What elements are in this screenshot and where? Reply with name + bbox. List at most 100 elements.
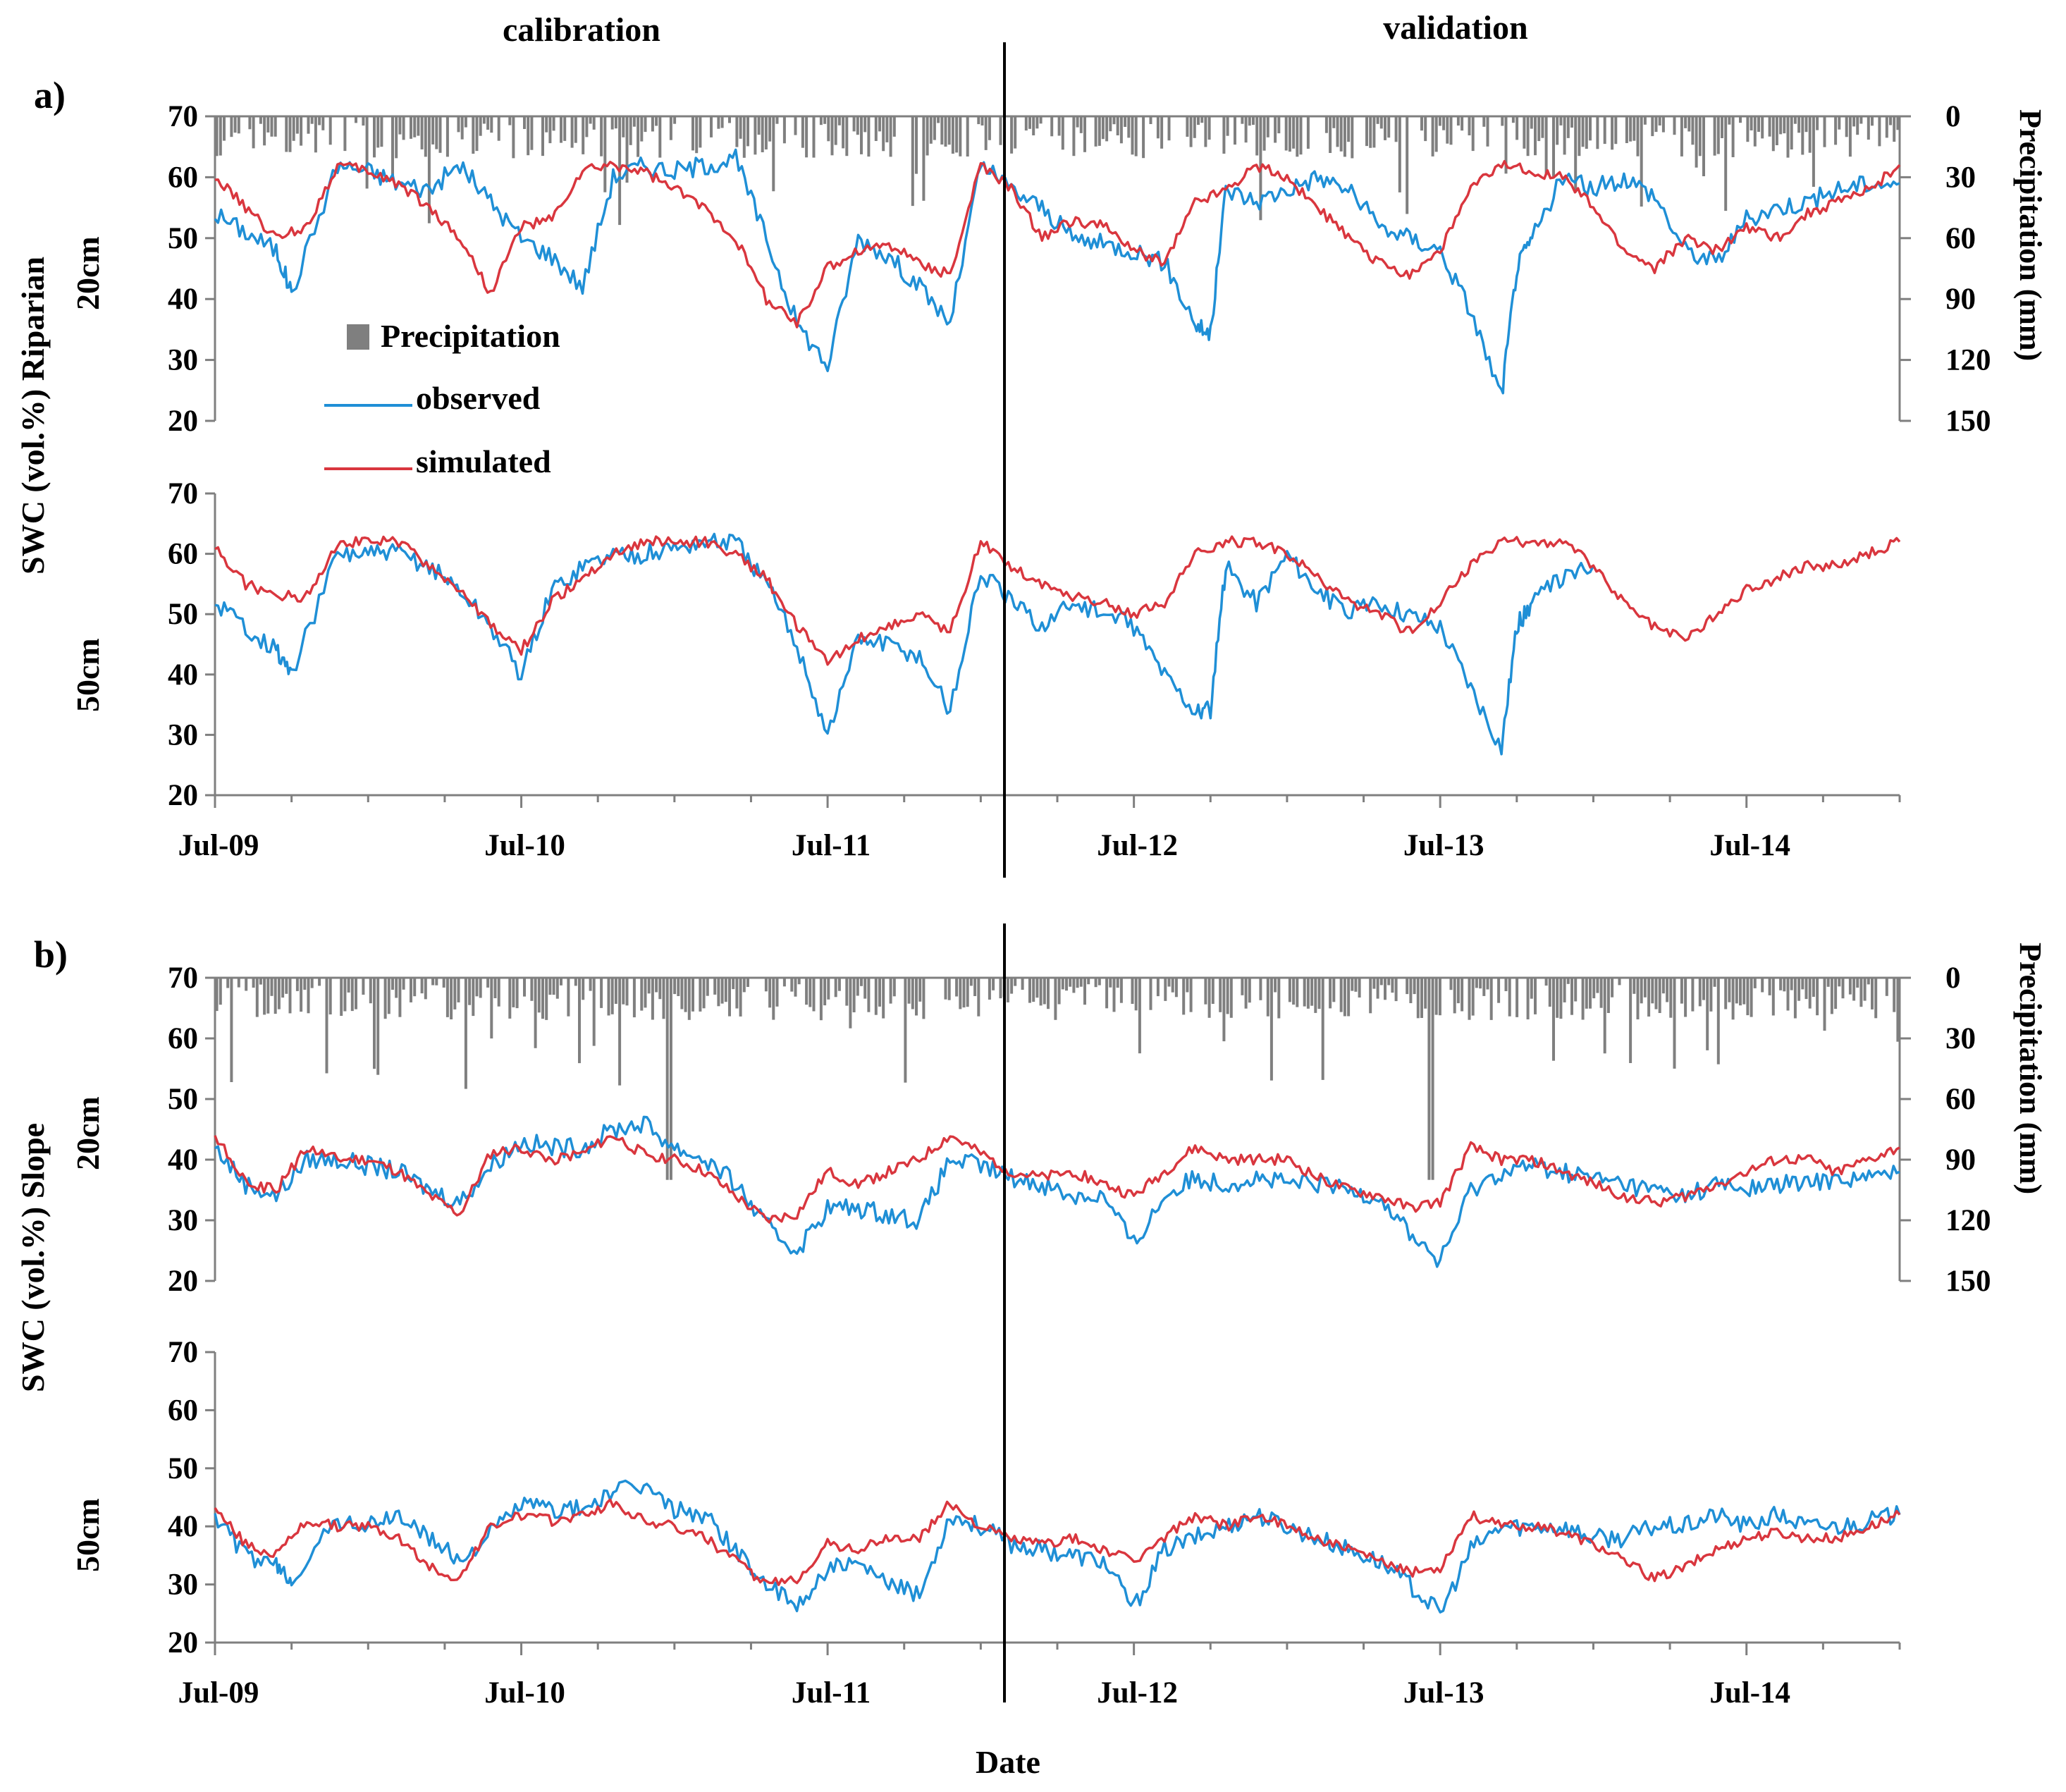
precip-bar bbox=[1606, 978, 1610, 1013]
precip-bar bbox=[318, 116, 321, 125]
precip-bar bbox=[1438, 116, 1441, 126]
precip-bar bbox=[929, 116, 933, 144]
precip-bar bbox=[310, 978, 314, 988]
precip-bar bbox=[1889, 116, 1892, 125]
precip-bar bbox=[1596, 116, 1599, 149]
riparian-20cm-simulated-line bbox=[214, 159, 1901, 329]
precip-bar bbox=[1292, 978, 1296, 1005]
precip-tick-label: 90 bbox=[1945, 283, 1976, 316]
precip-bar bbox=[918, 978, 922, 1002]
precip-bar bbox=[1189, 116, 1193, 147]
x-tick-label: Jul-12 bbox=[1097, 829, 1178, 862]
precip-bar bbox=[395, 978, 398, 998]
precip-bar bbox=[1852, 116, 1856, 127]
precip-bar bbox=[959, 978, 962, 1009]
precip-bar bbox=[1651, 116, 1654, 137]
precip-bar bbox=[300, 978, 303, 1012]
precip-bar bbox=[1142, 116, 1145, 159]
precip-bar bbox=[1566, 978, 1570, 984]
precip-bar bbox=[600, 116, 603, 157]
precip-bar bbox=[1643, 978, 1647, 998]
precip-bar bbox=[413, 116, 417, 137]
precip-bar bbox=[1716, 978, 1720, 1064]
precip-bar bbox=[1563, 978, 1566, 1002]
precip-bar bbox=[622, 978, 625, 1005]
precip-bar bbox=[1387, 116, 1391, 138]
precip-bar bbox=[1739, 978, 1742, 1006]
precip-bar bbox=[395, 116, 398, 159]
legend: Precipitation observed simulated bbox=[324, 318, 560, 479]
precip-bar bbox=[860, 116, 863, 154]
y-tick-label: 70 bbox=[168, 477, 198, 510]
precip-bar bbox=[1336, 116, 1339, 147]
precip-bar bbox=[889, 116, 892, 157]
precip-bar bbox=[1207, 116, 1211, 140]
precip-bar bbox=[281, 978, 285, 998]
y-tick-label: 50 bbox=[168, 598, 198, 631]
precip-bar bbox=[233, 116, 237, 133]
precip-bar bbox=[1731, 978, 1735, 1020]
precip-bar bbox=[1618, 978, 1621, 986]
precip-bar bbox=[1094, 978, 1097, 988]
precip-bar bbox=[1461, 978, 1464, 1012]
panel-b-letter: b) bbox=[34, 933, 68, 976]
precip-bar bbox=[534, 978, 537, 1048]
precip-bar bbox=[1541, 116, 1544, 138]
precip-bar bbox=[578, 978, 581, 1064]
precip-bar bbox=[369, 978, 372, 1004]
precip-bar bbox=[878, 116, 881, 132]
y-tick-label: 30 bbox=[168, 344, 198, 377]
precip-bar bbox=[321, 116, 325, 130]
precip-bar bbox=[1515, 978, 1519, 1017]
precip-bar bbox=[552, 978, 555, 995]
precip-bar bbox=[1266, 116, 1269, 137]
precip-bar bbox=[720, 116, 724, 128]
precip-bar bbox=[1456, 978, 1460, 1004]
precip-bar bbox=[651, 116, 654, 132]
precip-bar bbox=[570, 116, 574, 148]
precip-bar bbox=[266, 116, 270, 133]
precip-bar bbox=[1127, 116, 1131, 138]
precip-bar bbox=[1713, 116, 1716, 156]
precip-bar bbox=[1471, 116, 1475, 152]
precip-bar bbox=[1702, 116, 1705, 176]
precip-bar bbox=[1504, 116, 1508, 174]
precip-bar bbox=[1424, 116, 1427, 142]
precip-bar bbox=[1893, 978, 1896, 1012]
precip-bar bbox=[248, 116, 252, 130]
precip-bar bbox=[1021, 978, 1024, 990]
precip-bar bbox=[1442, 116, 1446, 130]
precip-bar bbox=[944, 978, 947, 1000]
precip-bar bbox=[1094, 116, 1097, 147]
precip-bar bbox=[457, 116, 460, 133]
precip-bar bbox=[1119, 978, 1123, 1003]
precip-bar bbox=[1449, 978, 1453, 990]
x-tick-label: Jul-14 bbox=[1709, 829, 1790, 862]
precip-bar bbox=[1728, 978, 1731, 1002]
precip-bar bbox=[1589, 978, 1592, 1009]
precip-bar bbox=[1768, 978, 1771, 995]
precip-bar bbox=[493, 978, 497, 998]
precip-bar bbox=[1695, 116, 1698, 168]
panel-a-letter: a) bbox=[34, 74, 66, 116]
precip-bar bbox=[1248, 116, 1251, 126]
precip-bar bbox=[1222, 978, 1226, 1042]
riparian-20cm-observed-line bbox=[214, 148, 1900, 395]
precip-bar bbox=[1134, 978, 1138, 1011]
precip-bar bbox=[219, 116, 222, 156]
precip-bar bbox=[1339, 978, 1343, 1012]
precip-bar bbox=[541, 978, 544, 1019]
precip-bar bbox=[830, 116, 834, 156]
precip-bar bbox=[1284, 116, 1288, 151]
precip-bar bbox=[892, 978, 896, 997]
precip-bar bbox=[1131, 978, 1134, 1004]
precip-bar bbox=[1358, 978, 1361, 998]
precip-bar bbox=[1409, 978, 1413, 1003]
precip-bar bbox=[1728, 116, 1731, 125]
precip-bar bbox=[775, 116, 779, 124]
precip-bar bbox=[669, 978, 672, 1180]
legend-simulated-label: simulated bbox=[416, 443, 551, 479]
validation-label: validation bbox=[1383, 9, 1527, 47]
precip-bar bbox=[1332, 978, 1336, 1002]
precip-bar bbox=[999, 978, 1002, 999]
